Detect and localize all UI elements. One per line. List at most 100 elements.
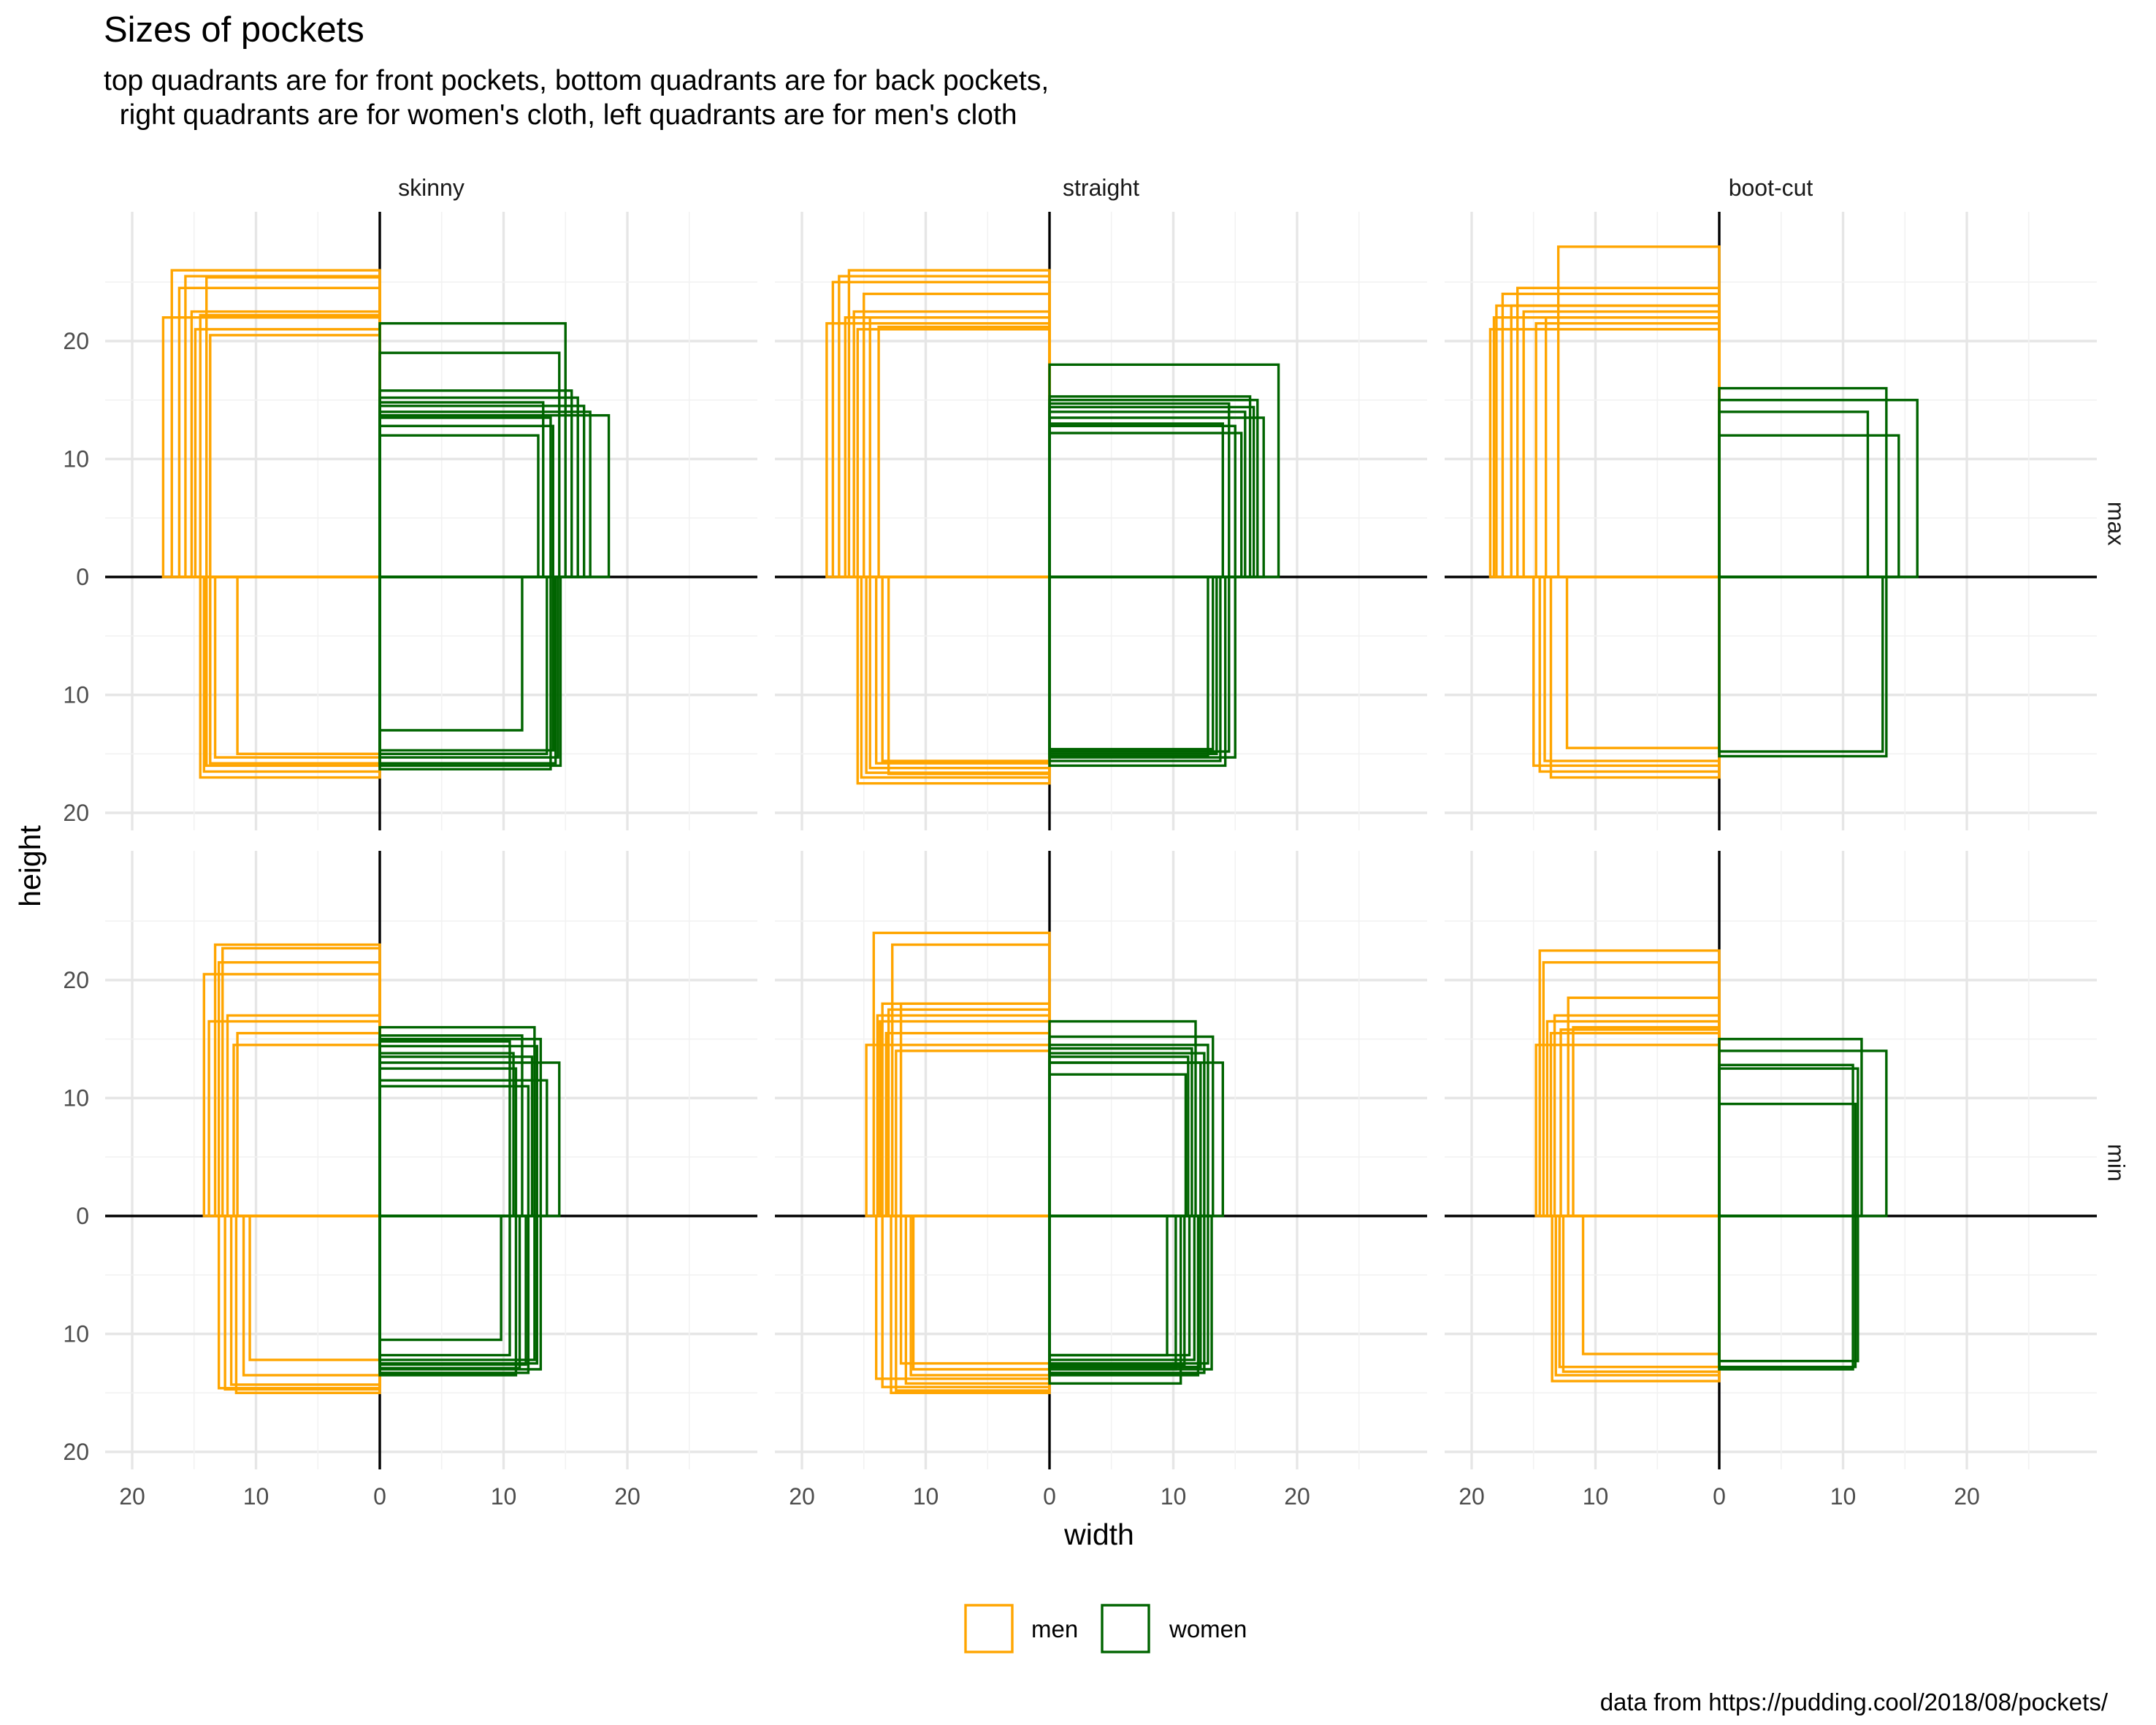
pocket-rect-women-front [1048,402,1231,578]
pocket-rect-women-front [1718,386,1888,578]
pocket-rect-women-front [1048,1052,1206,1217]
pocket-rect-men-front [1495,304,1721,578]
facet-strips: skinny straight boot-cut max min [398,175,2129,1182]
pocket-rect-men-front [1556,245,1721,578]
pocket-rect-women-back [1048,575,1231,753]
pocket-rect-men-front [1510,304,1721,578]
pocket-rect-men-front [1549,1031,1721,1217]
panel-straight-min [775,851,1427,1469]
panel-skinny-max [105,212,757,830]
pocket-rect-women-front [1718,1102,1857,1217]
pocket-rect-men-back [865,575,1051,774]
pocket-rect-men-front [209,334,381,578]
pocket-rect-men-back [213,575,381,759]
pocket-rect-women-back [1048,1215,1213,1371]
pocket-rect-men-back [236,575,381,755]
pocket-rect-men-front [1522,310,1721,578]
pocket-rect-women-back [378,1215,530,1374]
pocket-rect-men-front [884,1031,1051,1217]
pocket-rect-men-front [1492,316,1721,578]
pocket-rect-women-back [378,575,555,752]
pocket-rect-women-front [1718,1067,1859,1217]
pocket-rect-women-back [378,1215,538,1365]
pocket-rect-men-back [234,1215,381,1394]
pocket-rect-men-front [221,946,381,1217]
pocket-rect-women-back [378,575,524,732]
pocket-rect-men-back [904,1215,1051,1385]
pocket-rect-men-front [887,1008,1051,1217]
pocket-rect-women-front [378,351,561,578]
pocket-rect-women-back [1718,575,1884,753]
strip-label-boot-cut: boot-cut [1729,175,1813,201]
pocket-rect-men-front [1534,1044,1721,1217]
y-tick-label: 20 [63,1439,89,1465]
pocket-rect-men-back [911,1215,1051,1371]
panel-boot-cut-min [1445,851,2097,1469]
pocket-rect-women-back [1048,1215,1202,1369]
x-tick-label: 0 [373,1483,386,1510]
pocket-rect-men-back [1532,575,1721,768]
pocket-rect-men-back [899,1215,1051,1365]
pocket-rect-women-back [1718,575,1888,758]
x-tick-label: 10 [243,1483,270,1510]
x-tick-label: 20 [1284,1483,1310,1510]
pocket-rect-men-front [1516,286,1721,578]
legend-label-women: women [1169,1615,1247,1642]
y-axis-title: height [13,825,47,907]
pocket-rect-women-front [1718,434,1900,578]
pocket-rect-women-back [378,575,562,768]
pocket-rect-men-front [899,1002,1051,1217]
y-tick-label: 0 [76,1203,89,1229]
pocket-rect-women-front [1048,410,1247,578]
x-tick-label: 20 [614,1483,641,1510]
pocket-rect-men-front [194,328,381,578]
pocket-rect-women-front [378,1052,515,1217]
pocket-rect-men-back [205,575,381,768]
pocket-rect-men-front [1538,949,1721,1217]
y-tick-label: 10 [63,1085,89,1112]
pocket-rect-women-back [1048,575,1215,751]
y-tick-label: 20 [63,967,89,993]
pocket-rect-women-front [378,414,611,578]
pocket-rect-women-back [1048,575,1218,755]
pocket-rect-women-back [1718,1215,1854,1371]
pocket-rect-men-front [199,313,381,578]
pocket-rect-men-front [190,310,381,578]
panel-skinny-min [105,851,757,1469]
pocket-rect-women-back [378,1215,518,1377]
panel-straight-max [775,212,1427,830]
legend: men women [964,1604,1247,1653]
pocket-rect-women-back [1048,1215,1169,1357]
pocket-rect-women-back [1718,1215,1857,1369]
pocket-rect-women-back [1048,1215,1186,1366]
pocket-rect-men-front [825,322,1051,578]
x-tick-label: 20 [119,1483,145,1510]
pocket-rect-women-front [378,1085,530,1217]
pocket-rect-men-back [242,1215,381,1377]
data-source-caption: data from https://pudding.cool/2018/08/p… [1599,1688,2108,1716]
pocket-rect-women-back [378,1215,502,1342]
panel-grid [105,212,2097,1469]
strip-label-min: min [2103,1144,2130,1182]
pocket-rect-women-front [378,434,540,578]
pocket-rect-men-front [1534,322,1721,578]
pocket-rect-women-back [378,1215,536,1361]
pocket-rect-women-front [378,396,579,578]
x-tick-label: 20 [1954,1483,1980,1510]
pocket-rect-men-back [1543,575,1721,762]
pocket-rect-men-front [205,276,381,578]
y-tick-label: 20 [63,800,89,826]
pocket-rect-women-back [1048,575,1222,762]
pocket-rect-men-front [877,325,1051,578]
pocket-rect-women-back [378,575,557,765]
pocket-rect-women-front [1048,1044,1209,1217]
x-tick-label: 10 [1161,1483,1187,1510]
pocket-rect-men-back [209,575,381,765]
pocket-rect-men-back [1554,1215,1721,1377]
strip-label-max: max [2103,502,2130,546]
pocket-rect-women-front [1048,1073,1188,1217]
pocket-rect-men-front [895,1049,1051,1217]
pocket-rect-men-back [1551,1215,1721,1382]
pocket-rect-women-back [1718,1215,1859,1363]
pocket-rect-men-back [223,1215,381,1391]
